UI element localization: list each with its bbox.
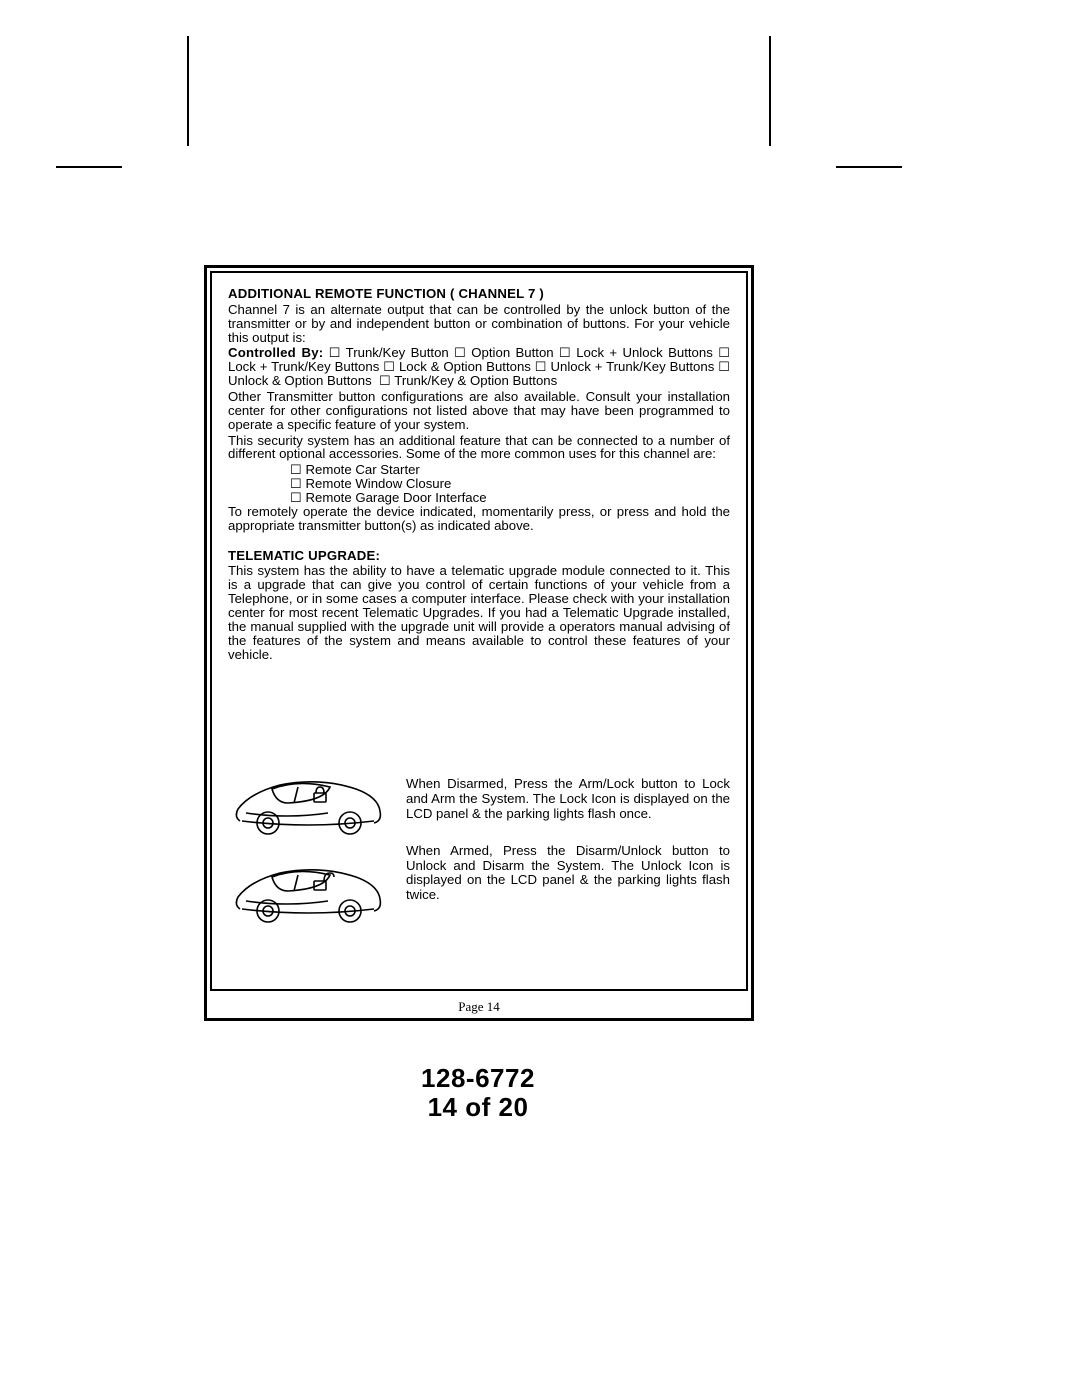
text-armed: When Armed, Press the Disarm/Unlock butt… <box>406 844 730 903</box>
opt-4: Lock & Option Buttons <box>399 359 531 374</box>
car-descriptions: When Disarmed, Press the Arm/Lock button… <box>406 771 730 927</box>
heading-telematic: TELEMATIC UPGRADE: <box>228 549 730 563</box>
crop-mark-top-right-v <box>769 36 771 146</box>
crop-mark-top-right-h <box>836 166 902 168</box>
car-unlocked-icon <box>228 859 388 927</box>
footer-block: 128-6772 14 of 20 <box>0 1064 956 1121</box>
footer-code: 128-6772 <box>0 1064 956 1093</box>
text-feature-intro: This security system has an additional f… <box>228 434 730 462</box>
page-content: ADDITIONAL REMOTE FUNCTION ( CHANNEL 7 )… <box>228 287 730 971</box>
use-2: Remote Garage Door Interface <box>306 490 487 505</box>
opt-3: Lock + Trunk/Key Buttons <box>228 359 379 374</box>
text-telematic-body: This system has the ability to have a te… <box>228 564 730 661</box>
text-other-config: Other Transmitter button configurations … <box>228 390 730 432</box>
checkbox-icon: ☐ <box>379 373 391 388</box>
footer-page: 14 of 20 <box>0 1093 956 1122</box>
page-frame-inner: ADDITIONAL REMOTE FUNCTION ( CHANNEL 7 )… <box>210 271 748 991</box>
car-locked-icon <box>228 771 388 839</box>
list-common-uses: ☐ Remote Car Starter ☐ Remote Window Clo… <box>228 463 730 505</box>
page-number-small: Page 14 <box>210 999 748 1015</box>
opt-7: Trunk/Key & Option Buttons <box>394 373 557 388</box>
list-item: ☐ Remote Car Starter <box>290 463 730 477</box>
opt-1: Option Button <box>471 345 553 360</box>
spacer <box>228 927 730 971</box>
heading-channel7: ADDITIONAL REMOTE FUNCTION ( CHANNEL 7 ) <box>228 287 730 301</box>
car-section: When Disarmed, Press the Arm/Lock button… <box>228 771 730 927</box>
checkbox-icon: ☐ <box>329 345 341 360</box>
text-operate: To remotely operate the device indicated… <box>228 505 730 533</box>
label-controlled-by: Controlled By: <box>228 345 323 360</box>
use-1: Remote Window Closure <box>306 476 452 491</box>
checkbox-icon: ☐ <box>718 345 730 360</box>
opt-0: Trunk/Key Button <box>346 345 449 360</box>
checkbox-icon: ☐ <box>454 345 466 360</box>
text-disarmed: When Disarmed, Press the Arm/Lock button… <box>406 777 730 821</box>
text-channel7-intro: Channel 7 is an alternate output that ca… <box>228 303 730 345</box>
crop-mark-top-left-v <box>187 36 189 146</box>
opt-2: Lock + Unlock Buttons <box>576 345 713 360</box>
list-item: ☐ Remote Window Closure <box>290 477 730 491</box>
crop-mark-top-left-h <box>56 166 122 168</box>
checkbox-icon: ☐ <box>290 490 302 505</box>
page-frame-outer: ADDITIONAL REMOTE FUNCTION ( CHANNEL 7 )… <box>204 265 754 1021</box>
checkbox-icon: ☐ <box>290 462 302 477</box>
checkbox-icon: ☐ <box>383 359 395 374</box>
spacer <box>228 535 730 549</box>
use-0: Remote Car Starter <box>306 462 420 477</box>
car-illustrations <box>228 771 388 927</box>
checkbox-icon: ☐ <box>290 476 302 491</box>
checkbox-icon: ☐ <box>559 345 571 360</box>
opt-6: Unlock & Option Buttons <box>228 373 372 388</box>
opt-5: Unlock + Trunk/Key Buttons <box>551 359 715 374</box>
checkbox-icon: ☐ <box>718 359 730 374</box>
list-item: ☐ Remote Garage Door Interface <box>290 491 730 505</box>
checkbox-icon: ☐ <box>535 359 547 374</box>
text-controlled-by: Controlled By: ☐ Trunk/Key Button ☐ Opti… <box>228 346 730 388</box>
